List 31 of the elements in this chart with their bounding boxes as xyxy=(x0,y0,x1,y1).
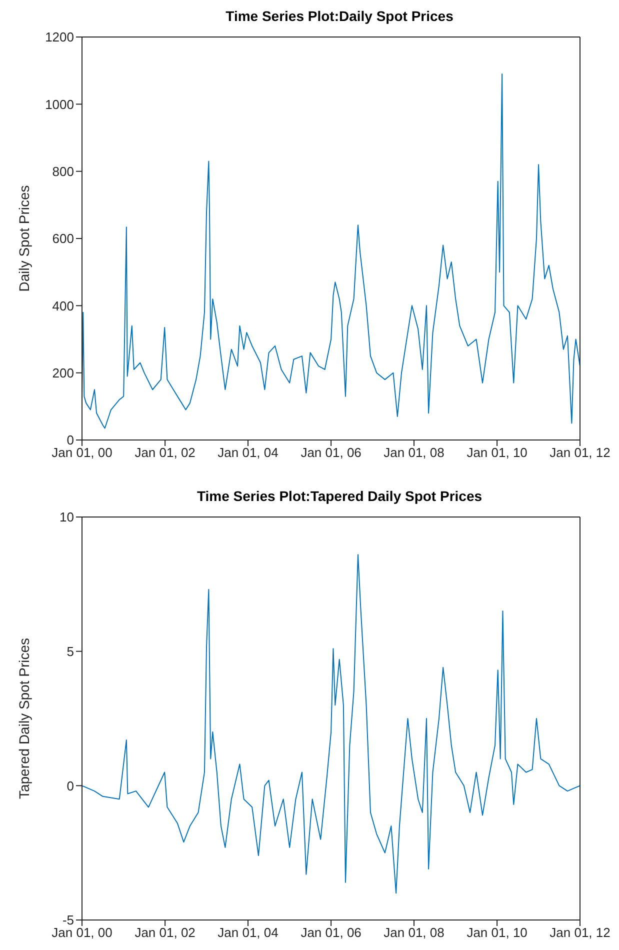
y-tick-label: 1200 xyxy=(45,30,74,45)
x-tick-label: Jan 01, 08 xyxy=(384,925,444,940)
y-tick-label: 1000 xyxy=(45,96,74,112)
y-tick-label: 0 xyxy=(66,778,74,794)
y-axis-title: Daily Spot Prices xyxy=(16,185,32,292)
y-axis-title: Tapered Daily Spot Prices xyxy=(16,638,32,800)
x-tick-label: Jan 01, 10 xyxy=(466,445,528,460)
x-tick-label: Jan 01, 04 xyxy=(218,445,278,460)
x-tick-label: Jan 01, 00 xyxy=(52,925,112,940)
y-tick-label: -5 xyxy=(62,912,74,928)
x-tick-label: Jan 01, 00 xyxy=(52,445,112,460)
x-tick-label: Jan 01, 12 xyxy=(550,925,610,940)
chart-title: Time Series Plot:Tapered Daily Spot Prices xyxy=(196,488,484,506)
y-tick-label: 600 xyxy=(52,231,74,246)
y-tick-label: 10 xyxy=(60,510,74,525)
x-tick-label: Jan 01, 02 xyxy=(134,445,196,460)
x-tick-label: Jan 01, 12 xyxy=(550,445,610,460)
line-series xyxy=(82,73,580,429)
x-tick-label: Jan 01, 06 xyxy=(300,445,362,460)
y-tick-label: 5 xyxy=(66,644,74,659)
x-tick-label: Jan 01, 10 xyxy=(466,925,528,940)
line-series xyxy=(82,554,580,894)
x-tick-label: Jan 01, 06 xyxy=(300,925,362,940)
x-tick-label: Jan 01, 04 xyxy=(218,925,278,940)
y-tick-label: 200 xyxy=(52,365,74,380)
y-tick-label: 0 xyxy=(66,432,74,448)
y-tick-label: 400 xyxy=(52,298,74,314)
y-tick-label: 800 xyxy=(52,164,74,179)
x-tick-label: Jan 01, 08 xyxy=(384,445,444,460)
x-tick-label: Jan 01, 02 xyxy=(134,925,196,940)
chart-title: Time Series Plot:Daily Spot Prices xyxy=(224,8,454,26)
